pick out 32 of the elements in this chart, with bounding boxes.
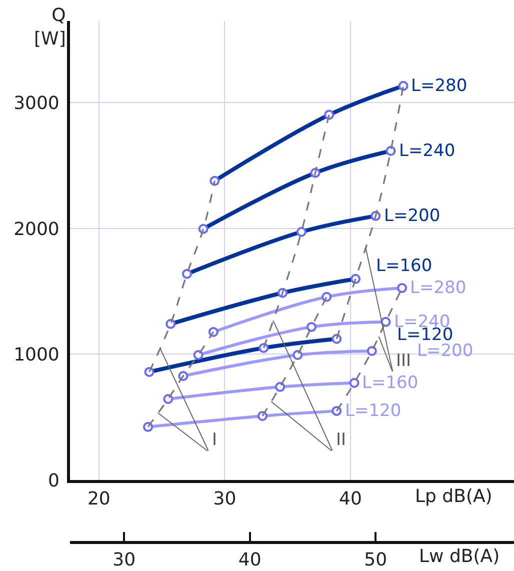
series-label: L=120 xyxy=(345,401,402,421)
x2-tick-label: 30 xyxy=(112,550,136,571)
point xyxy=(193,350,204,360)
x2-tick-label: 50 xyxy=(364,550,388,571)
x2-tick-label: 40 xyxy=(238,550,262,571)
x2-axis-title: Lw dB(A) xyxy=(419,546,500,567)
series-label: L=240 xyxy=(399,141,456,161)
y-tick-label: 1000 xyxy=(14,344,60,366)
y-tick-label: 0 xyxy=(48,470,60,492)
annotation: III xyxy=(396,351,412,371)
series-label: L=280 xyxy=(411,76,468,96)
x-tick-label: 20 xyxy=(87,488,110,510)
series-label: L=160 xyxy=(376,256,432,276)
point xyxy=(292,350,303,360)
point xyxy=(306,322,316,332)
y-axis-title: Q [W] xyxy=(34,5,66,50)
y-tick-label: 2000 xyxy=(14,218,60,240)
series-label: L=280 xyxy=(410,278,466,298)
x-tick-label: 40 xyxy=(339,488,362,510)
annotation: II xyxy=(336,430,346,450)
series-label: L=160 xyxy=(362,373,418,393)
x-tick-label: 30 xyxy=(213,488,236,510)
point xyxy=(349,378,360,388)
text: L=200 xyxy=(417,341,474,361)
annotation: I xyxy=(212,430,218,450)
x-axis-title: Lp dB(A) xyxy=(415,486,492,507)
series-label: L=200 xyxy=(384,206,440,226)
point xyxy=(163,394,174,404)
point xyxy=(366,346,377,356)
point xyxy=(275,382,286,392)
point xyxy=(397,282,408,293)
y-tick-label: 3000 xyxy=(14,93,60,114)
